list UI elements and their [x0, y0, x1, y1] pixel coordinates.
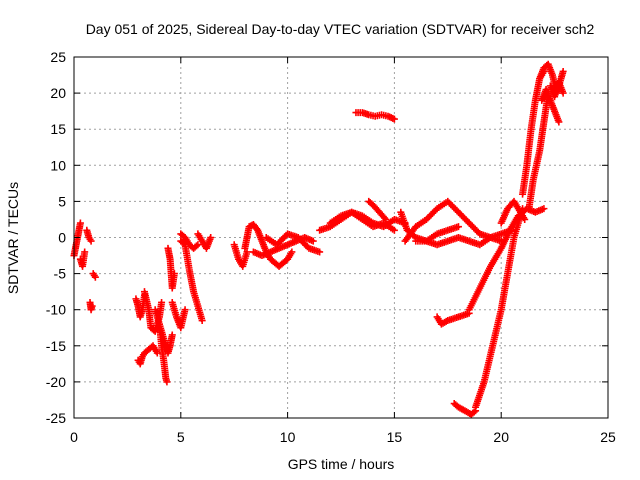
y-tick-label: 15	[50, 121, 66, 137]
data-point	[153, 349, 161, 357]
data-point	[87, 237, 95, 245]
series-seg-aj	[546, 78, 567, 101]
data-point	[390, 115, 398, 123]
x-tick-label: 5	[177, 429, 185, 445]
data-point	[198, 317, 206, 325]
series-seg-ad	[472, 205, 527, 411]
series-seg-ai	[538, 85, 563, 126]
data-point	[390, 226, 398, 234]
x-tick-label: 10	[280, 429, 296, 445]
y-tick-label: 5	[58, 193, 66, 209]
series-seg-p	[230, 241, 251, 270]
data-point	[309, 237, 317, 245]
series-seg-j	[155, 320, 171, 386]
y-tick-label: 0	[58, 230, 66, 246]
data-point	[316, 248, 324, 256]
data-point	[76, 219, 84, 227]
data-point	[243, 248, 251, 256]
data-point	[454, 223, 462, 231]
y-tick-label: 20	[50, 85, 66, 101]
x-tick-label: 25	[600, 429, 616, 445]
series-seg-e	[89, 270, 99, 281]
data-point	[81, 248, 89, 256]
data-point	[470, 408, 478, 416]
data-point	[91, 273, 99, 281]
series-seg-v	[352, 109, 398, 123]
series-seg-g	[134, 342, 161, 368]
series-seg-z	[412, 226, 516, 249]
data-point	[381, 214, 389, 222]
series-seg-w	[365, 197, 390, 223]
y-tick-label: -10	[46, 302, 66, 318]
data-point	[559, 67, 567, 75]
y-tick-label: 10	[50, 157, 66, 173]
y-tick-label: -20	[46, 374, 66, 390]
series-seg-n	[177, 230, 202, 252]
data-points	[70, 60, 567, 418]
y-tick-label: -15	[46, 338, 66, 354]
data-point	[170, 270, 178, 278]
data-point	[194, 241, 202, 249]
series-seg-o	[194, 230, 215, 252]
data-point	[521, 215, 529, 223]
series-seg-ae	[497, 197, 529, 227]
series-seg-l	[168, 298, 189, 332]
data-point	[207, 234, 215, 241]
data-point	[181, 306, 189, 314]
data-point	[559, 89, 567, 97]
data-point	[88, 302, 96, 310]
data-point	[555, 118, 563, 126]
y-tick-label: -25	[46, 410, 66, 426]
data-point	[382, 215, 390, 223]
data-point	[288, 248, 296, 256]
x-axis-label: GPS time / hours	[288, 456, 395, 472]
data-point	[163, 378, 171, 386]
series-seg-m	[177, 237, 206, 325]
series-seg-ac	[450, 400, 480, 418]
x-tick-label: 20	[493, 429, 509, 445]
data-point	[540, 205, 548, 213]
chart-title: Day 051 of 2025, Sidereal Day-to-day VTE…	[86, 21, 595, 37]
series-seg-b	[76, 248, 89, 270]
axis-ticks: 0 5 10 15 20 25 -25 -20 -15 -10 -5 0 5 10 15 20 25	[46, 49, 616, 445]
y-axis-label: SDTVAR / TECUs	[5, 182, 21, 294]
series-seg-d	[86, 298, 96, 314]
series-seg-u	[326, 208, 398, 234]
series-seg-c	[83, 226, 95, 245]
series-seg-k	[164, 244, 178, 292]
data-point	[192, 242, 200, 250]
x-tick-label: 15	[387, 429, 403, 445]
y-tick-label: 25	[50, 49, 66, 65]
y-tick-label: -5	[54, 266, 67, 282]
series-seg-s	[262, 230, 324, 256]
x-tick-label: 0	[70, 429, 78, 445]
data-point	[168, 331, 176, 339]
data-point	[158, 298, 166, 306]
series-seg-aa	[433, 309, 473, 328]
series-seg-q	[241, 221, 296, 270]
